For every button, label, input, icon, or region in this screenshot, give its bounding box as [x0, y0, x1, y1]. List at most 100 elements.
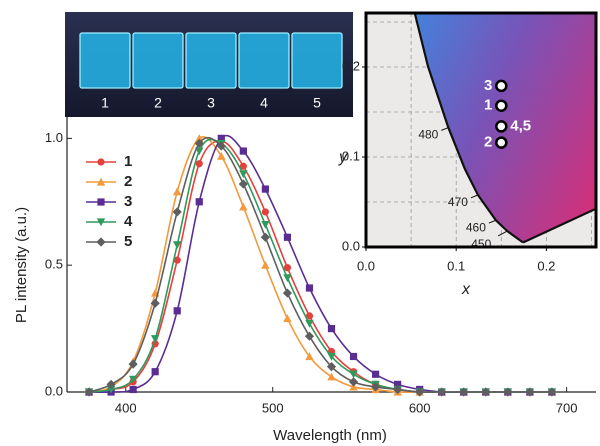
- glass-slide: [132, 32, 184, 89]
- marker: [173, 256, 181, 264]
- marker: [348, 377, 359, 387]
- marker: [305, 284, 314, 292]
- marker: [503, 387, 513, 397]
- marker: [261, 185, 269, 193]
- marker: [106, 379, 116, 389]
- x-tick-label: 0.2: [537, 258, 555, 273]
- marker: [150, 335, 160, 343]
- marker: [239, 170, 248, 179]
- marker: [349, 382, 358, 391]
- wavelength-tick: [470, 194, 479, 199]
- marker: [84, 387, 94, 397]
- marker: [326, 362, 337, 372]
- marker: [173, 307, 181, 315]
- y-tick-label: 0.0: [342, 238, 360, 253]
- legend-label: 2: [124, 173, 132, 190]
- x-tick-label: 700: [556, 400, 578, 415]
- marker: [239, 202, 248, 211]
- slide-label: 1: [101, 95, 109, 111]
- y-tick-label: 0.0: [45, 383, 63, 398]
- legend-label: 1: [124, 153, 132, 170]
- wavelength-label: 470: [448, 195, 468, 209]
- y-tick-label: 0.5: [45, 257, 63, 272]
- marker: [349, 352, 358, 361]
- y-axis-label: y: [338, 149, 348, 166]
- glass-slide: [79, 32, 131, 89]
- legend-marker: [96, 237, 106, 247]
- wavelength-tick: [497, 230, 508, 237]
- marker: [150, 298, 160, 308]
- marker: [151, 368, 159, 376]
- marker: [261, 208, 269, 216]
- marker: [216, 141, 226, 151]
- glass-slide: [238, 32, 290, 89]
- wavelength-label: 480: [418, 128, 438, 142]
- spectral-locus: [413, 13, 524, 244]
- marker: [305, 352, 314, 361]
- marker: [282, 288, 293, 298]
- slide-label: 5: [313, 95, 321, 111]
- legend-label: 3: [124, 193, 132, 210]
- wavelength-label: 460: [466, 220, 486, 234]
- wavelength-tick: [488, 219, 497, 224]
- marker: [128, 359, 138, 369]
- marker: [327, 352, 336, 361]
- legend-marker: [96, 177, 106, 186]
- slide-label: 2: [154, 95, 162, 111]
- point: [495, 79, 508, 93]
- glass-slide: [291, 32, 343, 89]
- marker: [394, 380, 402, 388]
- marker: [239, 147, 247, 155]
- marker: [260, 232, 270, 242]
- marker: [172, 207, 182, 217]
- marker: [194, 138, 204, 149]
- marker: [283, 314, 292, 323]
- marker: [415, 387, 425, 397]
- marker: [393, 384, 403, 395]
- marker: [261, 260, 270, 269]
- wavelength-label: 450: [471, 237, 491, 251]
- marker: [305, 319, 314, 328]
- marker: [106, 385, 116, 394]
- cie-inset: y x 450 460 470 480 3 1 4,5 2 0.0 0.1 0.2 0.0 0.1 0.2: [338, 11, 598, 298]
- photo-inset: 1 2 3 4 5: [65, 12, 353, 117]
- point-label: 4,5: [510, 117, 531, 134]
- point: [495, 120, 508, 133]
- point-label: 2: [484, 134, 492, 151]
- legend-label: 5: [124, 233, 132, 250]
- marker: [238, 179, 248, 189]
- marker: [283, 233, 292, 241]
- marker: [195, 147, 204, 156]
- y-tick-label: 0.1: [342, 148, 360, 163]
- marker: [239, 162, 247, 170]
- legend-marker: [96, 218, 106, 227]
- slide-label: 3: [207, 95, 215, 111]
- x-tick-label: 600: [409, 400, 431, 415]
- marker: [459, 387, 469, 397]
- y-tick-label: 1.0: [45, 130, 63, 145]
- marker: [525, 387, 535, 397]
- marker: [173, 241, 182, 250]
- marker: [349, 370, 358, 379]
- marker: [371, 370, 380, 378]
- marker: [217, 134, 225, 142]
- marker: [304, 331, 315, 341]
- marker: [283, 274, 292, 283]
- marker: [305, 312, 314, 320]
- x-tick-label: 0.0: [357, 258, 375, 273]
- marker: [547, 387, 557, 397]
- x-tick-label: 400: [115, 400, 137, 415]
- plot-area: [366, 13, 596, 247]
- marker: [481, 387, 491, 397]
- point: [495, 99, 508, 112]
- legend-marker: [97, 198, 105, 206]
- point-label: 1: [484, 97, 492, 114]
- marker: [195, 198, 203, 206]
- marker: [261, 221, 270, 229]
- marker: [173, 187, 182, 196]
- marker: [283, 264, 292, 272]
- marker: [327, 372, 336, 381]
- y-axis-label: PL intensity (a.u.): [13, 207, 30, 323]
- point: [495, 136, 508, 149]
